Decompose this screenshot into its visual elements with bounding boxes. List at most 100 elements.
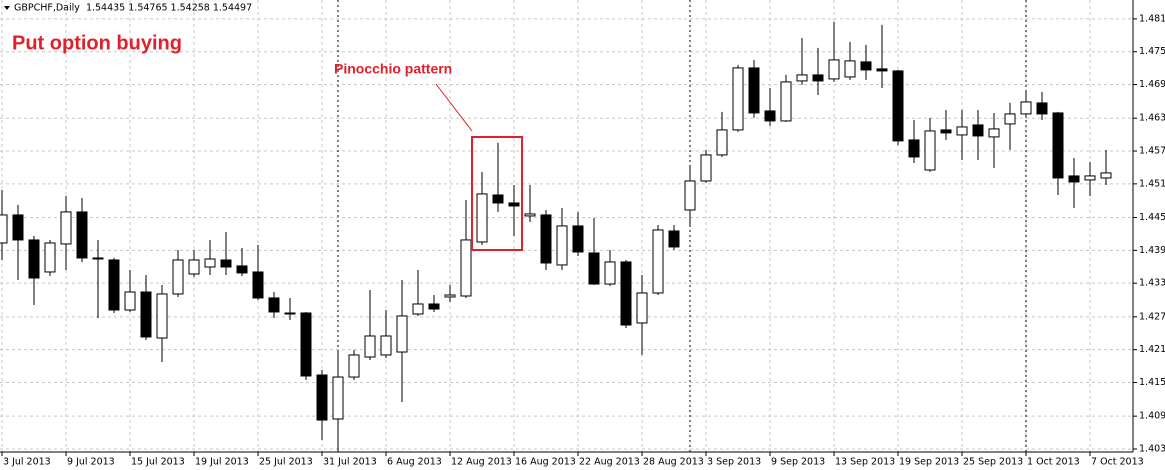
candle-body [1004, 113, 1016, 125]
candle-body [476, 193, 488, 243]
menu-triangle[interactable] [4, 6, 10, 10]
candle-body [492, 194, 504, 204]
x-tick-label: 9 Jul 2013 [67, 457, 115, 468]
y-tick-label: 1.40305 [1139, 443, 1165, 454]
candle-body [924, 130, 936, 171]
candle-body [556, 225, 568, 266]
candle-body [348, 354, 360, 378]
candle-body [60, 211, 72, 245]
candle-body [988, 128, 1000, 138]
candle-body [1068, 175, 1080, 183]
candle-body [588, 252, 600, 285]
candle-body [684, 180, 696, 211]
candle-body [76, 211, 88, 259]
candle-body [220, 259, 232, 268]
candle-body [668, 230, 680, 248]
candle-body [764, 110, 776, 122]
candle-body [940, 129, 952, 134]
candle-body [524, 213, 536, 217]
candle-body [0, 214, 8, 244]
candle-body [12, 214, 24, 241]
y-tick-label: 1.47565 [1139, 46, 1165, 57]
x-tick-label: 13 Sep 2013 [835, 457, 895, 468]
candle-body [396, 315, 408, 353]
x-tick-label: 1 Oct 2013 [1027, 457, 1080, 468]
x-tick-label: 9 Sep 2013 [771, 457, 825, 468]
candle-body [796, 74, 808, 82]
candles [0, 21, 1112, 451]
candle-body [1084, 175, 1096, 181]
y-tick-label: 1.48165 [1139, 13, 1165, 24]
candle-body [572, 225, 584, 253]
y-tick-label: 1.46965 [1139, 79, 1165, 90]
x-tick-label: 6 Aug 2013 [387, 457, 442, 468]
x-tick-label: 3 Jul 2013 [3, 457, 51, 468]
candle-body [860, 61, 872, 71]
candle-body [28, 239, 40, 279]
candle-body [508, 202, 520, 207]
candle-body [284, 312, 296, 315]
candle-body [236, 265, 248, 274]
candle-body [748, 67, 760, 114]
candle-body [252, 271, 264, 299]
candle-body [268, 297, 280, 313]
candle-body [204, 258, 216, 268]
candle-body [1100, 172, 1112, 179]
candle-body [460, 239, 472, 297]
x-tick-label: 25 Sep 2013 [963, 457, 1023, 468]
y-tick-label: 1.40905 [1139, 411, 1165, 422]
annotation: Pinocchio pattern [334, 61, 452, 77]
x-tick-label: 19 Sep 2013 [899, 457, 959, 468]
candle-body [700, 154, 712, 182]
x-tick-label: 7 Oct 2013 [1091, 457, 1144, 468]
candle-body [92, 257, 104, 260]
candle-body [44, 242, 56, 273]
chart-header: GBPCHF,Daily 1.54435 1.54765 1.54258 1.5… [14, 3, 252, 14]
candle-body [604, 261, 616, 285]
y-tick-label: 1.44535 [1139, 212, 1165, 223]
candle-body [300, 312, 312, 377]
candle-body [620, 261, 632, 326]
candle-body [892, 70, 904, 142]
candle-body [876, 68, 888, 72]
annotation: Put option buying [12, 32, 182, 54]
candle-body [780, 81, 792, 122]
annotation-pointer [435, 83, 473, 132]
x-tick-label: 19 Jul 2013 [195, 457, 249, 468]
candle-body [412, 303, 424, 315]
x-tick-label: 25 Jul 2013 [259, 457, 313, 468]
candle-body [812, 74, 824, 82]
y-tick-label: 1.42120 [1139, 344, 1165, 355]
candle-body [908, 139, 920, 158]
y-tick-label: 1.45750 [1139, 146, 1165, 157]
x-tick-label: 28 Aug 2013 [643, 457, 704, 468]
candle-body [316, 374, 328, 421]
x-tick-label: 22 Aug 2013 [579, 457, 640, 468]
candle-body [540, 214, 552, 264]
candle-body [828, 59, 840, 80]
candle-body [124, 291, 136, 311]
x-tick-label: 12 Aug 2013 [451, 457, 512, 468]
candle-body [444, 294, 456, 298]
candle-body [956, 126, 968, 136]
candle-body [652, 229, 664, 294]
candle-body [1052, 112, 1064, 179]
y-tick-label: 1.45150 [1139, 178, 1165, 189]
candle-body [364, 335, 376, 358]
candle-body [716, 129, 728, 156]
candle-body [636, 292, 648, 324]
y-tick-label: 1.46350 [1139, 113, 1165, 124]
x-tick-label: 31 Jul 2013 [323, 457, 377, 468]
y-tick-label: 1.41520 [1139, 377, 1165, 388]
candle-body [428, 303, 440, 310]
candle-body [844, 60, 856, 78]
candle-body [140, 291, 152, 338]
y-tick-label: 1.43335 [1139, 278, 1165, 289]
candle-body [156, 293, 168, 339]
candle-body [172, 259, 184, 295]
grid [0, 0, 1133, 452]
candle-body [108, 259, 120, 311]
candle-body [188, 259, 200, 275]
x-tick-label: 3 Sep 2013 [707, 457, 761, 468]
